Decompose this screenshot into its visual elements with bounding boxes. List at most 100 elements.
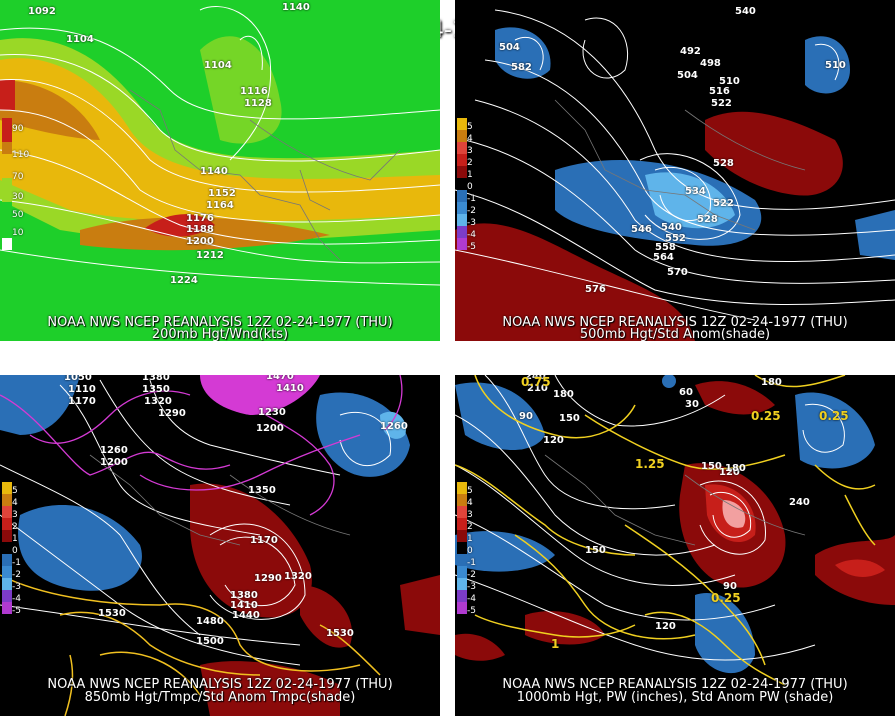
contour-label: 576 (585, 284, 606, 295)
contour-label: 1470 (266, 375, 294, 382)
contour-label: 1164 (206, 200, 234, 211)
legend-label: 4 (12, 498, 18, 508)
legend-label: 3 (467, 146, 473, 156)
legend-200mb (2, 118, 12, 250)
contour-label: 1110 (68, 384, 96, 395)
legend-label: 0 (467, 546, 473, 556)
contour-label: 1 (551, 637, 560, 651)
panel-caption-line2: 500mb Hgt/Std Anom(shade) (579, 327, 771, 342)
legend-label: 3 (467, 510, 473, 520)
contour-label: 1.25 (635, 457, 665, 471)
contour-label: 180 (553, 389, 574, 400)
legend-label: -4 (12, 594, 21, 604)
legend-label: 5 (467, 122, 473, 132)
legend-label: -3 (467, 218, 476, 228)
contour-label: 570 (667, 267, 688, 278)
legend-label: -4 (467, 594, 476, 604)
panel-200mb: 90 110 70 30 50 10 1092 1104 1140 1104 1… (0, 0, 440, 341)
legend-label: 70 (12, 172, 24, 182)
contour-label: 1200 (100, 457, 128, 468)
legend-label: -3 (467, 582, 476, 592)
legend-500mb (457, 118, 467, 250)
panel-1000mb: 5 4 3 2 1 0 -1 -2 -3 -4 -5 240 210 180 1… (455, 375, 895, 716)
legend-label: 30 (12, 192, 24, 202)
panel-850mb: 5 4 3 2 1 0 -1 -2 -3 -4 -5 1050 1110 117… (0, 375, 440, 716)
contour-label: 540 (661, 222, 682, 233)
map-850mb (0, 375, 440, 716)
legend-label: -3 (12, 582, 21, 592)
contour-label: 1104 (204, 60, 232, 71)
contour-label: 1260 (100, 445, 128, 456)
legend-label: 3 (12, 510, 18, 520)
legend-label: 2 (467, 522, 473, 532)
legend-label: 4 (467, 134, 473, 144)
contour-label: 0.25 (819, 409, 849, 423)
legend-label: -5 (467, 606, 476, 616)
contour-label: 90 (519, 411, 533, 422)
contour-label: 180 (761, 377, 782, 388)
contour-label: 1320 (284, 571, 312, 582)
contour-label: 150 (585, 545, 606, 556)
legend-label: -5 (12, 606, 21, 616)
legend-label: 1 (467, 534, 473, 544)
legend-label: -1 (467, 194, 476, 204)
contour-label: 120 (655, 621, 676, 632)
contour-label: 504 (499, 42, 520, 53)
legend-label: -2 (467, 206, 476, 216)
map-200mb (0, 0, 440, 341)
legend-label: 50 (12, 210, 24, 220)
panel-caption-line1: NOAA NWS NCEP REANALYSIS 12Z 02-24-1977 … (47, 677, 393, 692)
contour-label: 1188 (186, 224, 214, 235)
contour-label: 1260 (380, 421, 408, 432)
contour-label: 1500 (196, 636, 224, 647)
contour-label: 1380 (230, 590, 258, 601)
contour-label: 1128 (244, 98, 272, 109)
legend-label: 10 (12, 228, 24, 238)
contour-label: 552 (665, 233, 686, 244)
contour-label: 1480 (196, 616, 224, 627)
contour-label: 0.75 (521, 375, 551, 389)
contour-label: 1290 (158, 408, 186, 419)
contour-label: 150 (701, 461, 722, 472)
legend-label: -4 (467, 230, 476, 240)
contour-label: 1380 (142, 375, 170, 383)
contour-label: 1410 (230, 600, 258, 611)
legend-label: 5 (12, 486, 18, 496)
legend-label: -2 (12, 570, 21, 580)
legend-label: 1 (12, 534, 18, 544)
legend-label: 110 (12, 150, 30, 160)
panel-caption-line2: 1000mb Hgt, PW (inches), Std Anom PW (sh… (516, 690, 834, 705)
contour-label: 1176 (186, 213, 214, 224)
contour-label: 510 (719, 76, 740, 87)
contour-label: 1410 (276, 383, 304, 394)
contour-label: 240 (789, 497, 810, 508)
contour-label: 528 (697, 214, 718, 225)
contour-label: 498 (700, 58, 721, 69)
map-500mb (455, 0, 895, 341)
legend-label: 2 (467, 158, 473, 168)
contour-label: 1350 (248, 485, 276, 496)
contour-label: 1200 (256, 423, 284, 434)
contour-label: 534 (685, 186, 706, 197)
map-1000mb (455, 375, 895, 716)
contour-label: 492 (680, 46, 701, 57)
legend-label: -1 (467, 558, 476, 568)
contour-label: 516 (709, 86, 730, 97)
contour-label: 522 (713, 198, 734, 209)
panel-caption-line1: NOAA NWS NCEP REANALYSIS 12Z 02-24-1977 … (502, 315, 848, 330)
panel-500mb: 5 4 3 2 1 0 -1 -2 -3 -4 -5 540 504 492 4… (455, 0, 895, 341)
contour-label: 1050 (64, 375, 92, 383)
legend-label: 0 (467, 182, 473, 192)
legend-label: -5 (467, 242, 476, 252)
contour-label: 1530 (98, 608, 126, 619)
contour-label: 210 (527, 383, 548, 394)
contour-label: 90 (723, 581, 737, 592)
contour-label: 558 (655, 242, 676, 253)
contour-label: 1290 (254, 573, 282, 584)
legend-label: 5 (467, 486, 473, 496)
contour-label: 1170 (250, 535, 278, 546)
contour-label: 30 (685, 399, 699, 410)
contour-label: 1350 (142, 384, 170, 395)
contour-label: 504 (677, 70, 698, 81)
contour-label: 60 (679, 387, 693, 398)
